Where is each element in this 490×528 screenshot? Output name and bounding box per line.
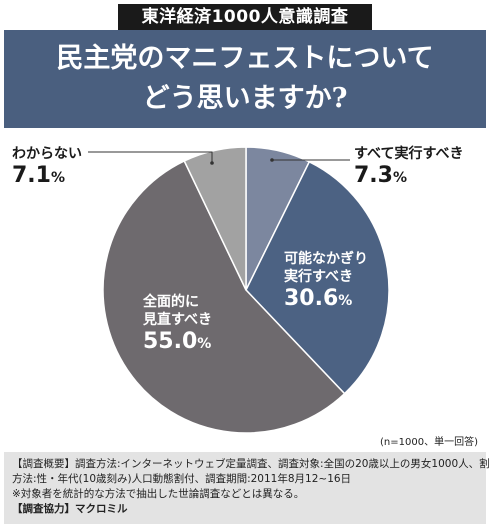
leader-line-unknown-dot: [210, 161, 214, 165]
slice-label-review-line1: 全面的に: [143, 294, 199, 310]
label-slice-review: 全面的に 見直すべき 55.0%: [143, 293, 212, 357]
survey-badge: 東洋経済1000人意識調査: [118, 4, 372, 30]
leader-line-unknown: [88, 151, 213, 163]
slice-label-possible-value: 30.6%: [284, 286, 353, 311]
label-slice-all: すべて実行すべき 7.3%: [354, 145, 463, 191]
pie-slice-possible: [245, 160, 390, 395]
slice-label-review-value: 55.0%: [143, 329, 212, 354]
slice-label-possible-line2: 実行すべき: [284, 269, 354, 285]
label-slice-unknown: わからない 7.1%: [12, 145, 82, 191]
footer-line-4: 【調査協力】マクロミル: [12, 503, 128, 515]
slice-label-all-text: すべて実行すべき: [354, 146, 464, 162]
leader-line-all-dot: [270, 158, 274, 162]
label-slice-possible: 可能なかぎり 実行すべき 30.6%: [284, 250, 368, 314]
footer-line-2: 方法:性・年代(10歳刻み)人口動態割付、調査期間:2011年8月12~16日: [12, 473, 352, 485]
survey-footer: 【調査概要】調査方法:インターネットウェブ定量調査、調査対象:全国の20歳以上の…: [4, 452, 490, 524]
chart-headline: 民主党のマニフェストについて どう思いますか?: [4, 30, 486, 128]
pie-slice-unknown: [183, 146, 247, 291]
slice-label-all-value: 7.3%: [354, 163, 408, 188]
footer-line-1: 【調査概要】調査方法:インターネットウェブ定量調査、調査対象:全国の20歳以上の…: [12, 458, 490, 470]
pie-slice-review: [102, 159, 346, 434]
sample-size-note: (n=1000、単一回答): [380, 437, 478, 448]
slice-label-unknown-value: 7.1%: [12, 163, 66, 188]
headline-line-1: 民主党のマニフェストについて: [56, 43, 434, 74]
slice-label-possible-line1: 可能なかぎり: [284, 251, 368, 267]
slice-label-review-line2: 見直すべき: [143, 312, 213, 328]
headline-line-2: どう思いますか?: [142, 83, 348, 114]
slice-label-unknown-text: わからない: [12, 146, 82, 162]
footer-line-3: ※対象者を統計的な方法で抽出した世論調査などとは異なる。: [12, 488, 305, 500]
